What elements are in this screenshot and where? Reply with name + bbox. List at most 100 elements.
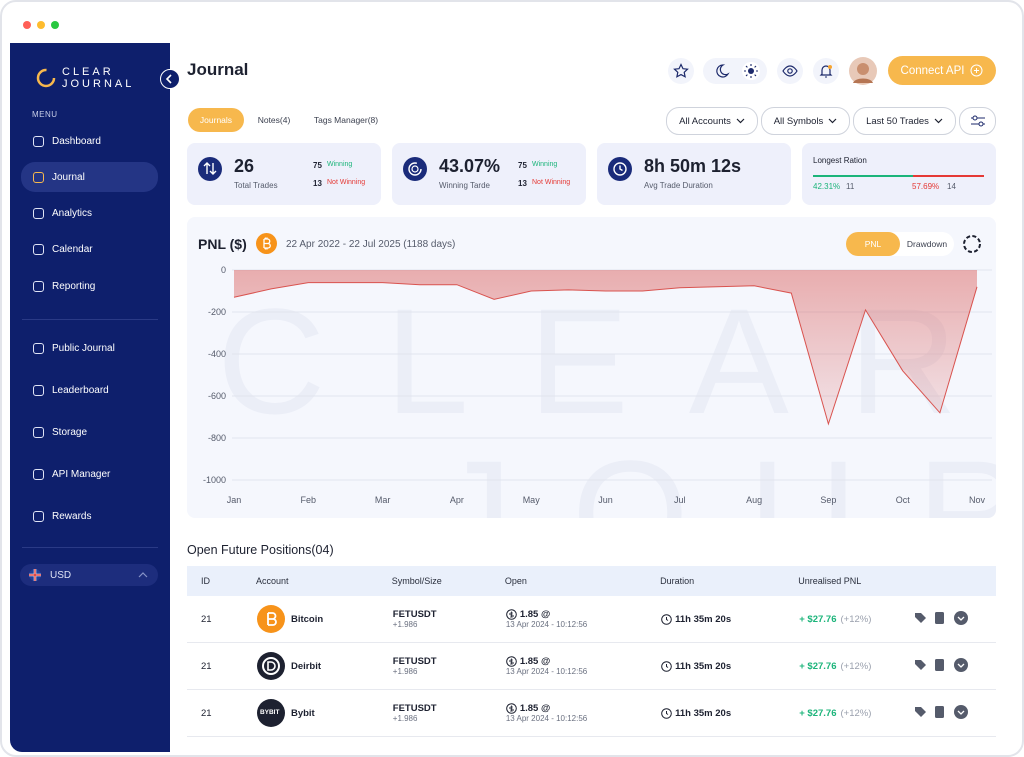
menu-item[interactable]: Rewards: [21, 501, 158, 531]
flag-icon: [29, 569, 41, 581]
clock-icon: [661, 660, 672, 672]
plus-icon: [970, 64, 983, 77]
filter-dropdown[interactable]: All Symbols: [761, 107, 850, 135]
table-row[interactable]: 21 Bitcoin FETUSDT +1.986 1.85 @13 Apr 2024 …: [187, 596, 996, 643]
x-tick-label: May: [523, 495, 541, 505]
avatar[interactable]: [849, 57, 877, 85]
menu-icon: [33, 208, 44, 220]
loss-label: Not Winning: [532, 179, 571, 186]
menu: Dashboard Journal Analytics Calendar Reporti…: [21, 126, 158, 307]
table-row[interactable]: 21 BYBIT Bybit FETUSDT +1.986 1.85 @13 Apr 20…: [187, 689, 996, 737]
cell-open: 1.85 @13 Apr 2024 - 10:12:56: [504, 596, 661, 643]
cell-pnl: + $27.76 (+12%): [798, 642, 912, 690]
chevron: [934, 118, 943, 124]
button-label: Connect API: [900, 64, 965, 77]
pnl: + $27.76: [799, 707, 837, 719]
logo-icon: [36, 68, 56, 88]
connect-api-button[interactable]: Connect API: [888, 56, 996, 85]
open-price-row: 1.85 @: [506, 656, 659, 667]
menu-item[interactable]: Calendar: [21, 235, 158, 265]
menu-icon: [33, 171, 44, 183]
tab[interactable]: Tags Manager(8): [313, 115, 379, 125]
dollar-icon: [506, 656, 517, 667]
y-tick-label: -200: [208, 307, 226, 317]
filter-dropdown[interactable]: Last 50 Trades: [853, 107, 956, 135]
table-row[interactable]: 21 Deirbit FETUSDT +1.986 1.85 @13 Apr 2024 …: [187, 642, 996, 690]
loss-count: 13: [313, 179, 322, 188]
menu-item[interactable]: Leaderboard: [21, 375, 158, 405]
open-price-row: 1.85 @: [506, 703, 659, 714]
visibility-button[interactable]: [777, 58, 803, 84]
chart-panel: CLEAR JOURNAL PNL ($) 22 Apr 2022 - 22 J…: [187, 217, 996, 518]
notifications-button[interactable]: [813, 58, 839, 84]
x-tick-label: Apr: [450, 495, 464, 505]
open-time: 13 Apr 2024 - 10:12:56: [505, 620, 588, 629]
open-time: 13 Apr 2024 - 10:12:56: [505, 714, 588, 723]
toggle-option[interactable]: Drawdown: [906, 239, 948, 249]
menu-item[interactable]: Analytics: [21, 199, 158, 229]
filter-label: Last 50 Trades: [866, 115, 929, 127]
row-actions[interactable]: [913, 657, 973, 673]
pnl-percent: (+12%): [840, 613, 872, 625]
duration-row: 11h 35m 20s: [661, 614, 797, 625]
duration: 11h 35m 20s: [675, 660, 732, 672]
row-actions[interactable]: [913, 704, 973, 720]
stat-card: 26 Total Trades 75 Winning 13 Not Winning: [187, 143, 381, 205]
menu-item[interactable]: Dashboard: [21, 126, 158, 156]
settings-button[interactable]: [959, 107, 996, 135]
cell-id: 21: [187, 689, 256, 737]
menu-label: API Manager: [52, 468, 111, 480]
menu-item[interactable]: Public Journal: [21, 333, 158, 363]
currency-select[interactable]: USD: [20, 564, 158, 586]
cell-duration: 11h 35m 20s: [660, 596, 799, 643]
tab[interactable]: Notes(4): [257, 115, 291, 125]
row-actions[interactable]: [913, 610, 973, 626]
menu-item[interactable]: Reporting: [21, 271, 158, 301]
clock-icon: [661, 707, 672, 719]
ratio-win: 42.31%: [813, 182, 841, 191]
toggle-option[interactable]: PNL: [846, 232, 900, 256]
column-header: Symbol/Size: [391, 566, 505, 596]
currency-label: USD: [50, 569, 72, 581]
menu-label: Analytics: [52, 208, 93, 220]
theme-toggle[interactable]: [703, 58, 767, 84]
menu-icon: [33, 510, 44, 522]
x-tick-label: Nov: [969, 495, 986, 505]
maximize-dot[interactable]: [51, 21, 59, 29]
win-label: Winning: [532, 161, 558, 168]
cell-symbol: FETUSDT +1.986: [391, 596, 505, 643]
filter-dropdown[interactable]: All Accounts: [666, 107, 758, 135]
menu-label: Reporting: [52, 280, 96, 292]
menu-label: Dashboard: [52, 135, 101, 147]
collapse-button[interactable]: [160, 69, 180, 89]
menu-item[interactable]: Journal: [21, 162, 158, 193]
x-tick-label: Jun: [598, 495, 613, 505]
chart-toggle: PNL Drawdown: [846, 232, 954, 256]
x-tick-label: Oct: [896, 495, 911, 505]
account: Deirbit: [256, 652, 391, 680]
stat-value: 8h 50m 12s: [644, 156, 742, 176]
ratio-win-count: 11: [846, 182, 855, 191]
x-tick-label: Mar: [375, 495, 391, 505]
account-name: Deirbit: [290, 660, 322, 672]
stat-value: 43.07%: [439, 156, 501, 176]
menu-item[interactable]: API Manager: [21, 459, 158, 489]
refresh-icon[interactable]: [962, 234, 982, 254]
stat-icon: [403, 157, 427, 181]
tab[interactable]: Journals: [188, 108, 244, 132]
stat-card: 8h 50m 12s Avg Trade Duration: [597, 143, 791, 205]
menu-item[interactable]: Storage: [21, 417, 158, 447]
open-time: 13 Apr 2024 - 10:12:56: [505, 667, 588, 676]
minimize-dot[interactable]: [37, 21, 45, 29]
favorite-button[interactable]: [668, 58, 694, 84]
close-dot[interactable]: [23, 21, 31, 29]
menu-icon: [33, 426, 44, 438]
cell-id: 21: [187, 642, 256, 690]
stat-label: Avg Trade Duration: [644, 181, 713, 190]
eye-icon: [782, 65, 798, 77]
column-header: Unrealised PNL: [798, 566, 912, 596]
menu-icon: [33, 280, 44, 292]
menu: Public Journal Leaderboard Storage API Mana…: [21, 333, 158, 543]
ratio-title: Longest Ration: [813, 156, 867, 165]
chart-title: PNL ($): [198, 236, 247, 252]
